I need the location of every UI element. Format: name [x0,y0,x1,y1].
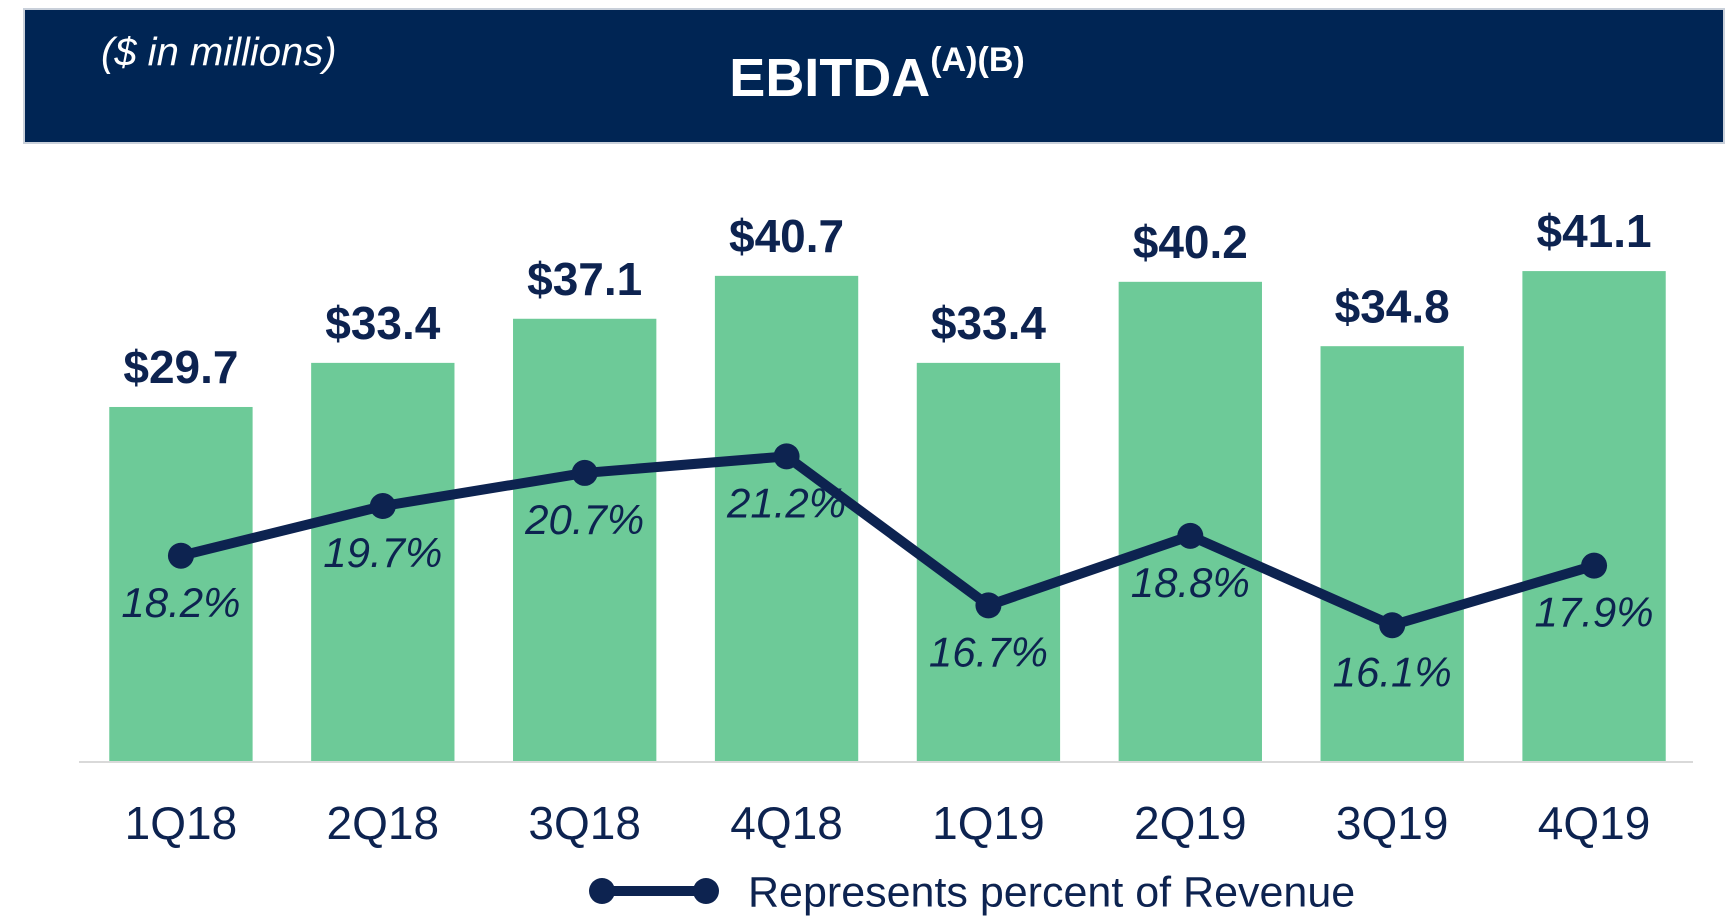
bar [1118,281,1262,761]
line-marker [369,493,396,520]
bar-value-label: $33.4 [325,297,441,349]
line-marker [571,459,598,486]
x-tick-label: 1Q19 [932,797,1045,849]
x-tick-label: 4Q19 [1538,797,1651,849]
bar [1522,271,1666,761]
bar [513,318,657,761]
bar-value-label: $40.7 [729,210,844,262]
bar-value-label: $37.1 [527,253,642,305]
x-tick-label: 2Q19 [1134,797,1247,849]
legend-marker [693,878,719,904]
x-tick-label: 4Q18 [730,797,843,849]
bar [311,362,455,761]
line-marker [975,592,1002,619]
line [179,451,1596,631]
chart-title-superscript: (A)(B) [930,41,1024,79]
line-value-label: 18.8% [1131,559,1250,606]
bar [109,406,253,761]
bar-value-label: $41.1 [1537,205,1652,257]
chart-subtitle: ($ in millions) [101,31,337,75]
legend-label: Represents percent of Revenue [748,868,1355,916]
line-value-label: 17.9% [1535,589,1654,636]
line-value-label: 16.1% [1333,648,1452,695]
line-marker [1379,612,1406,639]
bar-value-label: $33.4 [931,297,1047,349]
line-marker [1581,552,1608,579]
line-marker [1177,522,1204,549]
bar [1320,346,1464,761]
bar-value-label: $34.8 [1335,280,1450,332]
legend-marker [589,878,615,904]
x-tick-label: 3Q19 [1336,797,1449,849]
line-value-label: 20.7% [524,496,644,543]
x-tick-label: 2Q18 [327,797,440,849]
chart-title: EBITDA [729,48,930,108]
line-value-label: 18.2% [121,579,240,626]
line-marker [773,443,800,470]
line-marker [167,542,194,569]
x-tick-label: 3Q18 [528,797,641,849]
bar-value-label: $40.2 [1133,216,1248,268]
bar-value-label: $29.7 [123,341,238,393]
bar [916,362,1061,761]
bar [714,275,859,761]
line-value-label: 19.7% [323,529,442,576]
line-value-label: 16.7% [929,628,1048,675]
header-band [23,8,1725,144]
chart-title-group: EBITDA(A)(B) [729,41,1024,108]
line-value-label: 21.2% [726,479,846,526]
x-tick-label: 1Q18 [125,797,238,849]
